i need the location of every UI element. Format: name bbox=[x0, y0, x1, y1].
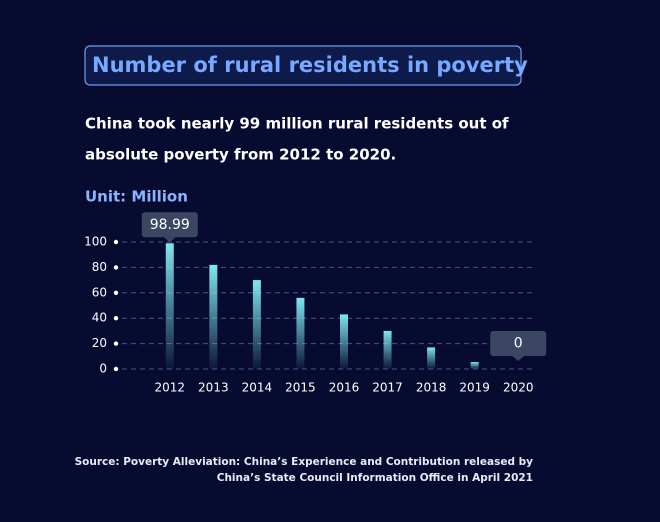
unit-label: Unit: Million bbox=[85, 188, 188, 206]
x-tick-label: 2014 bbox=[242, 381, 273, 395]
callout-pointer bbox=[163, 237, 176, 243]
source: China’s State Council Information Office… bbox=[217, 472, 533, 484]
bar bbox=[165, 243, 174, 369]
title-box bbox=[84, 45, 522, 86]
y-tick-label: 60 bbox=[92, 285, 107, 299]
y-tick-label: 80 bbox=[92, 260, 107, 274]
y-tick-label: 100 bbox=[84, 235, 107, 249]
bar bbox=[296, 297, 305, 369]
y-tick-label: 40 bbox=[92, 311, 107, 325]
bar bbox=[470, 362, 479, 369]
bar bbox=[252, 280, 261, 369]
bar bbox=[340, 314, 348, 369]
tick-mark bbox=[113, 341, 119, 346]
callout-pointer bbox=[512, 356, 525, 361]
tick-mark bbox=[113, 290, 119, 295]
callout-box bbox=[141, 212, 198, 238]
x-tick-label: 2018 bbox=[416, 381, 447, 395]
y-tick-label: 0 bbox=[99, 362, 107, 376]
tick-mark bbox=[113, 239, 119, 245]
x-tick-label: 2020 bbox=[503, 381, 534, 395]
tick-mark bbox=[113, 265, 119, 270]
tick-mark bbox=[113, 316, 119, 321]
x-tick-label: 2013 bbox=[198, 381, 229, 395]
x-tick-label: 2019 bbox=[459, 381, 490, 395]
value-label: 0 bbox=[514, 336, 523, 352]
subtitle: China took nearly 99 million rural resid… bbox=[85, 115, 509, 133]
x-tick-label: 2016 bbox=[329, 381, 360, 395]
bar bbox=[427, 347, 436, 369]
callout-box bbox=[490, 331, 547, 356]
x-tick-label: 2015 bbox=[285, 381, 316, 395]
y-tick-label: 20 bbox=[92, 336, 107, 350]
bar bbox=[383, 330, 392, 369]
subtitle: absolute poverty from 2012 to 2020. bbox=[85, 146, 396, 164]
tick-mark bbox=[113, 366, 119, 372]
value-label: 98.99 bbox=[150, 217, 190, 233]
chart-title: Number of rural residents in poverty bbox=[92, 53, 528, 77]
x-tick-label: 2012 bbox=[155, 381, 186, 395]
source: Source: Poverty Alleviation: China’s Exp… bbox=[75, 456, 534, 468]
bar bbox=[209, 264, 218, 369]
x-tick-label: 2017 bbox=[372, 381, 403, 395]
